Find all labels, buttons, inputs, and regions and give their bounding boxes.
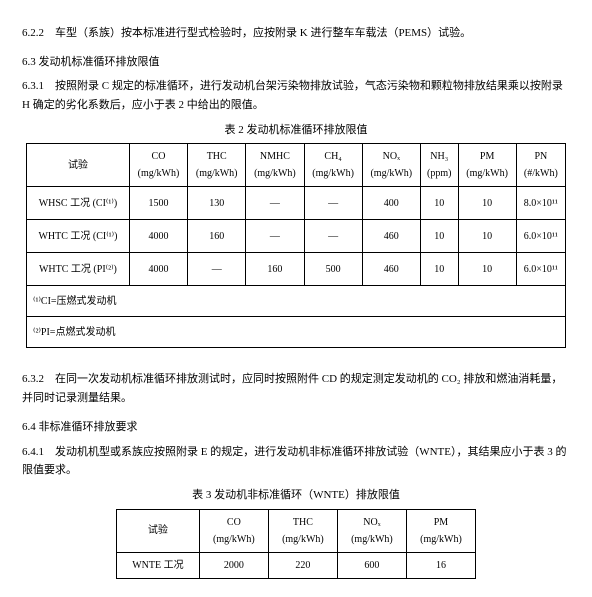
cell: 6.0×10¹¹ (516, 220, 565, 253)
table-row: ⁽¹⁾CI=压燃式发动机 (27, 286, 566, 317)
table2-caption: 表 2 发动机标准循环排放限值 (22, 121, 570, 140)
cell: PM(mg/kWh) (458, 144, 516, 187)
table-row: ⁽²⁾PI=点燃式发动机 (27, 317, 566, 348)
cell: PM(mg/kWh) (406, 509, 475, 552)
cell: 400 (362, 187, 420, 220)
cell: 1500 (129, 187, 187, 220)
table-row: 试验 CO(mg/kWh) THC(mg/kWh) NOₓ(mg/kWh) PM… (117, 509, 476, 552)
cell: — (304, 187, 362, 220)
text: 按照附录 C 规定的标准循环，进行发动机台架污染物排放试验，气态污染物和颗粒物排… (22, 80, 563, 111)
para-6-2-2: 6.2.2 车型（系族）按本标准进行型式检验时，应按附录 K 进行整车车载法（P… (22, 24, 570, 43)
cell: PN(#/kWh) (516, 144, 565, 187)
text: 发动机机型或系族应按照附录 E 的规定，进行发动机非标准循环排放试验（WNTE）… (22, 446, 566, 477)
cell: NH₃(ppm) (420, 144, 458, 187)
cell: — (304, 220, 362, 253)
num: 6.2.2 (22, 27, 44, 39)
cell: WNTE 工况 (117, 552, 200, 578)
cell: 6.0×10¹¹ (516, 253, 565, 286)
cell: — (246, 187, 304, 220)
cell: WHSC 工况 (CI⁽¹⁾) (27, 187, 130, 220)
table-row: WHTC 工况 (CI⁽¹⁾) 4000 160 — — 460 10 10 6… (27, 220, 566, 253)
cell: 160 (188, 220, 246, 253)
cell: 试验 (117, 509, 200, 552)
cell: 4000 (129, 220, 187, 253)
cell: NOₓ(mg/kWh) (337, 509, 406, 552)
cell: 500 (304, 253, 362, 286)
text: 车型（系族）按本标准进行型式检验时，应按附录 K 进行整车车载法（PEMS）试验… (55, 27, 471, 39)
cell: THC(mg/kWh) (268, 509, 337, 552)
para-6-3-1: 6.3.1 按照附录 C 规定的标准循环，进行发动机台架污染物排放试验，气态污染… (22, 77, 570, 114)
heading-6-3: 6.3 发动机标准循环排放限值 (22, 53, 570, 72)
text: 在同一次发动机标准循环排放测试时，应同时按照附件 CD 的规定测定发动机的 CO… (22, 373, 562, 404)
cell: — (188, 253, 246, 286)
footnote: ⁽²⁾PI=点燃式发动机 (27, 317, 566, 348)
cell: CH₄(mg/kWh) (304, 144, 362, 187)
cell: 220 (268, 552, 337, 578)
footnote: ⁽¹⁾CI=压燃式发动机 (27, 286, 566, 317)
table-row: WNTE 工况 2000 220 600 16 (117, 552, 476, 578)
cell: 10 (420, 220, 458, 253)
cell: 10 (420, 187, 458, 220)
para-6-4-1: 6.4.1 发动机机型或系族应按照附录 E 的规定，进行发动机非标准循环排放试验… (22, 443, 570, 480)
cell: WHTC 工况 (CI⁽¹⁾) (27, 220, 130, 253)
cell: 10 (458, 187, 516, 220)
table3-caption: 表 3 发动机非标准循环（WNTE）排放限值 (22, 486, 570, 505)
cell: 试验 (27, 144, 130, 187)
cell: THC(mg/kWh) (188, 144, 246, 187)
para-6-3-2: 6.3.2 在同一次发动机标准循环排放测试时，应同时按照附件 CD 的规定测定发… (22, 370, 570, 407)
table3: 试验 CO(mg/kWh) THC(mg/kWh) NOₓ(mg/kWh) PM… (116, 509, 476, 579)
cell: 460 (362, 220, 420, 253)
cell: NMHC(mg/kWh) (246, 144, 304, 187)
cell: 160 (246, 253, 304, 286)
cell: NOₓ(mg/kWh) (362, 144, 420, 187)
cell: 4000 (129, 253, 187, 286)
cell: 16 (406, 552, 475, 578)
cell: 8.0×10¹¹ (516, 187, 565, 220)
num: 6.3.2 (22, 373, 44, 385)
cell: 130 (188, 187, 246, 220)
cell: 2000 (199, 552, 268, 578)
cell: 10 (458, 253, 516, 286)
num: 6.3.1 (22, 80, 44, 92)
table-row: WHSC 工况 (CI⁽¹⁾) 1500 130 — — 400 10 10 8… (27, 187, 566, 220)
table-row: WHTC 工况 (PI⁽²⁾) 4000 — 160 500 460 10 10… (27, 253, 566, 286)
cell: 10 (420, 253, 458, 286)
heading-6-4: 6.4 非标准循环排放要求 (22, 418, 570, 437)
cell: 10 (458, 220, 516, 253)
num: 6.4.1 (22, 446, 44, 458)
cell: CO(mg/kWh) (199, 509, 268, 552)
cell: — (246, 220, 304, 253)
cell: CO(mg/kWh) (129, 144, 187, 187)
cell: WHTC 工况 (PI⁽²⁾) (27, 253, 130, 286)
table-row: 试验 CO(mg/kWh) THC(mg/kWh) NMHC(mg/kWh) C… (27, 144, 566, 187)
table2: 试验 CO(mg/kWh) THC(mg/kWh) NMHC(mg/kWh) C… (26, 143, 566, 348)
cell: 600 (337, 552, 406, 578)
cell: 460 (362, 253, 420, 286)
